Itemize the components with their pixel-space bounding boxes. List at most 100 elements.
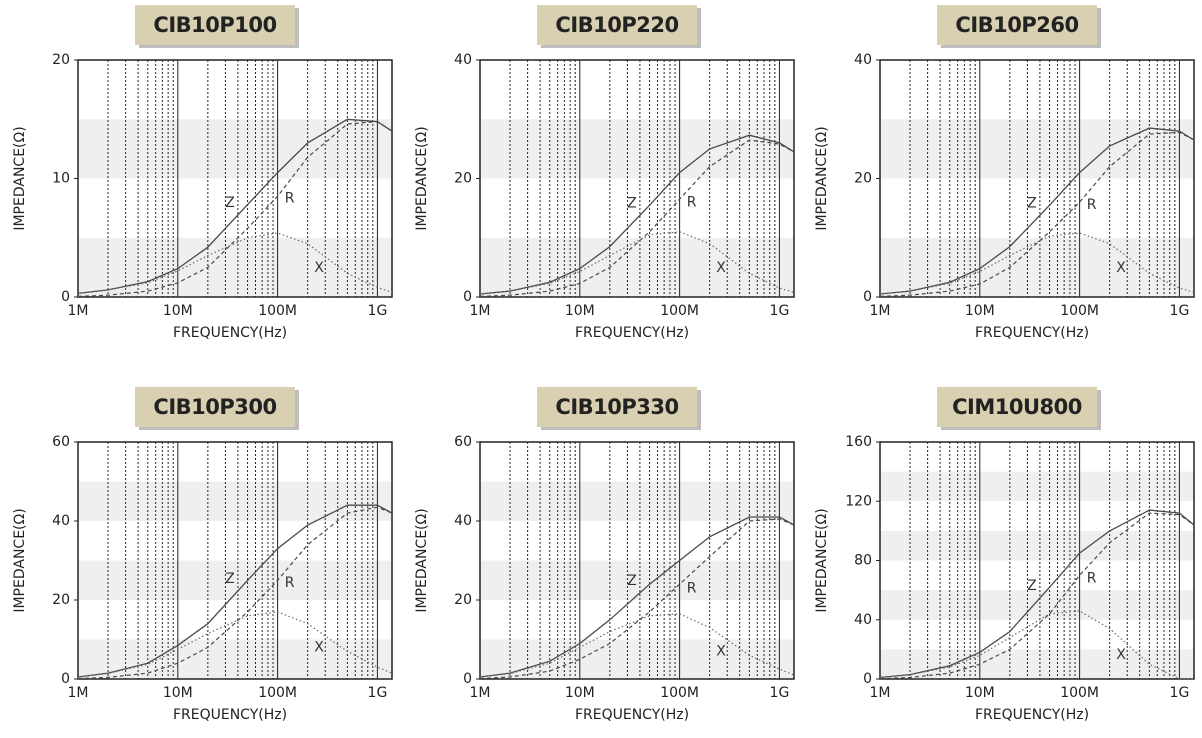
x-tick-label: 1M xyxy=(870,685,891,701)
y-tick-label: 80 xyxy=(854,553,872,569)
band xyxy=(480,560,794,600)
series-label: X xyxy=(716,644,726,660)
series-label: Z xyxy=(225,571,235,587)
y-tick-label: 0 xyxy=(863,671,872,687)
x-tick-label: 1M xyxy=(470,303,491,319)
chart-panel: 1M 10M 100M 1G 0 20 40 Z R X FREQUENCY(Hz) IMPEDANC… xyxy=(414,5,795,341)
x-tick-label: 10M xyxy=(965,303,995,319)
x-tick-label: 1G xyxy=(368,303,388,319)
x-axis-title: FREQUENCY(Hz) xyxy=(975,707,1089,723)
y-tick-label: 20 xyxy=(454,171,472,187)
chart-panel: 1M 10M 100M 1G 0 20 40 60 Z R X FREQUENCY(Hz) IMPEDA… xyxy=(12,387,393,723)
series-label: Z xyxy=(627,195,637,211)
y-axis-title: IMPEDANCE(Ω) xyxy=(414,508,430,612)
x-tick-label: 100M xyxy=(660,303,699,319)
band xyxy=(78,119,392,179)
y-tick-label: 40 xyxy=(454,513,472,529)
y-axis-title: IMPEDANCE(Ω) xyxy=(814,126,830,230)
series-line xyxy=(77,118,393,295)
x-tick-label: 100M xyxy=(1060,685,1099,701)
x-tick-label: 1M xyxy=(68,685,89,701)
band xyxy=(480,237,794,297)
series-line xyxy=(479,613,795,678)
series-label: R xyxy=(1087,571,1097,587)
chart-title: CIB10P260 xyxy=(955,13,1078,37)
y-tick-label: 160 xyxy=(845,434,872,450)
band xyxy=(880,471,1194,502)
chart-panel: 1M 10M 100M 1G 0 20 40 60 Z R X FREQUENCY(Hz) IMPEDA… xyxy=(414,387,795,723)
y-axis-title: IMPEDANCE(Ω) xyxy=(12,126,28,230)
series-line xyxy=(879,127,1195,295)
chart-title: CIB10P100 xyxy=(153,13,276,37)
series-line xyxy=(77,120,393,297)
title-box xyxy=(135,5,295,45)
series-label: Z xyxy=(225,195,235,211)
x-axis-title: FREQUENCY(Hz) xyxy=(173,325,287,341)
series-line xyxy=(879,610,1194,680)
y-axis-title: IMPEDANCE(Ω) xyxy=(12,508,28,612)
x-tick-label: 1G xyxy=(368,685,388,701)
plot-frame xyxy=(479,59,795,298)
band xyxy=(480,119,794,179)
y-tick-label: 0 xyxy=(61,289,70,305)
title-box xyxy=(937,387,1097,427)
band xyxy=(880,590,1194,620)
band xyxy=(480,639,794,679)
x-tick-label: 10M xyxy=(565,685,595,701)
x-tick-label: 10M xyxy=(163,685,193,701)
series-line xyxy=(479,134,795,295)
series-line xyxy=(77,232,393,294)
series-label: Z xyxy=(1027,578,1037,594)
y-axis-title: IMPEDANCE(Ω) xyxy=(814,508,830,612)
series-label: X xyxy=(314,640,324,656)
title-box xyxy=(937,5,1097,45)
series-label: X xyxy=(716,260,726,276)
x-tick-label: 10M xyxy=(965,685,995,701)
series-label: R xyxy=(285,575,295,591)
y-tick-label: 60 xyxy=(52,434,70,450)
y-tick-label: 60 xyxy=(454,434,472,450)
y-tick-label: 20 xyxy=(52,592,70,608)
y-tick-label: 20 xyxy=(52,52,70,68)
band xyxy=(880,119,1194,179)
x-tick-label: 10M xyxy=(163,303,193,319)
series-line xyxy=(879,232,1195,295)
title-box xyxy=(537,5,697,45)
x-tick-label: 100M xyxy=(660,685,699,701)
title-box xyxy=(537,387,697,427)
x-tick-label: 1M xyxy=(68,303,89,319)
chart-title: CIB10P300 xyxy=(153,395,276,419)
x-tick-label: 1G xyxy=(770,303,790,319)
chart-title: CIM10U800 xyxy=(952,395,1082,419)
y-tick-label: 10 xyxy=(52,171,70,187)
x-axis-title: FREQUENCY(Hz) xyxy=(975,325,1089,341)
band xyxy=(78,481,392,521)
band xyxy=(78,639,392,679)
x-axis-title: FREQUENCY(Hz) xyxy=(575,325,689,341)
y-tick-label: 0 xyxy=(61,671,70,687)
series-line xyxy=(879,512,1195,680)
y-tick-label: 40 xyxy=(854,52,872,68)
y-tick-label: 0 xyxy=(463,289,472,305)
x-tick-label: 100M xyxy=(1060,303,1099,319)
series-label: R xyxy=(687,195,697,211)
series-label: X xyxy=(1116,647,1126,663)
x-tick-label: 1G xyxy=(1170,303,1190,319)
y-tick-label: 20 xyxy=(454,592,472,608)
plot-frame xyxy=(879,59,1195,298)
y-tick-label: 0 xyxy=(463,671,472,687)
chart-panel: 1M 10M 100M 1G 0 40 80 120 160 Z R X FREQUENCY(Hz) IM… xyxy=(814,387,1195,723)
series-line xyxy=(479,139,795,297)
band xyxy=(480,481,794,521)
x-tick-label: 1G xyxy=(1170,685,1190,701)
series-line xyxy=(479,518,795,680)
x-tick-label: 1M xyxy=(870,303,891,319)
series-label: R xyxy=(285,190,295,206)
x-axis-title: FREQUENCY(Hz) xyxy=(173,707,287,723)
x-tick-label: 100M xyxy=(258,685,297,701)
chart-panel: 1M 10M 100M 1G 0 20 40 Z R X FREQUENCY(Hz) IMPEDANC… xyxy=(814,5,1195,341)
title-box xyxy=(135,387,295,427)
band xyxy=(78,237,392,297)
plot-frame xyxy=(77,59,393,298)
